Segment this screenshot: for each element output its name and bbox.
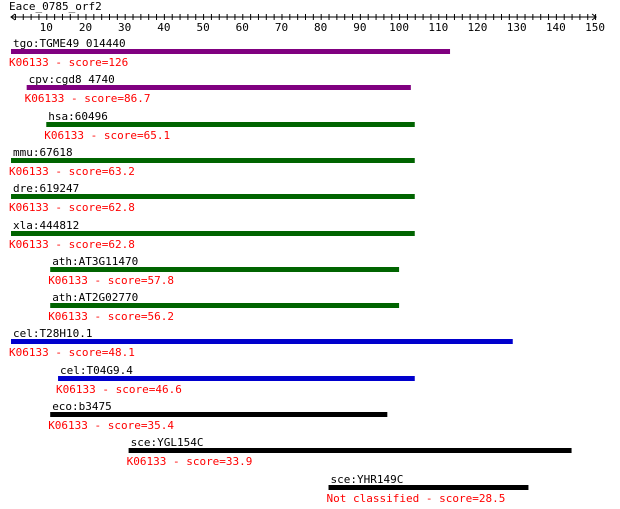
- query-title: Eace_0785_orf2: [9, 0, 102, 13]
- hit-bar[interactable]: [328, 485, 529, 490]
- hit-score: K06133 - score=126: [9, 56, 128, 69]
- hit-name[interactable]: cel:T28H10.1: [13, 327, 92, 340]
- hit-row[interactable]: mmu:67618 K06133 - score=63.2: [9, 146, 415, 178]
- hit-score: K06133 - score=35.4: [48, 419, 174, 432]
- hit-bar[interactable]: [11, 49, 451, 54]
- hit-row[interactable]: ath:AT2G02770 K06133 - score=56.2: [48, 291, 400, 323]
- hit-bar[interactable]: [50, 267, 400, 272]
- axis-tick-label: 30: [118, 21, 131, 34]
- hit-score: K06133 - score=46.6: [56, 383, 182, 396]
- hit-row[interactable]: dre:619247 K06133 - score=62.8: [9, 182, 415, 214]
- axis-tick-label: 20: [79, 21, 92, 34]
- hit-list: tgo:TGME49_014440 K06133 - score=126 cpv:c…: [9, 37, 572, 505]
- axis-tick-label: 90: [353, 21, 366, 34]
- hit-name[interactable]: sce:YGL154C: [131, 436, 204, 449]
- hit-name[interactable]: cpv:cgd8_4740: [29, 73, 115, 86]
- hit-row[interactable]: xla:444812 K06133 - score=62.8: [9, 219, 415, 251]
- hit-bar[interactable]: [50, 303, 400, 308]
- axis-tick-label: 120: [468, 21, 488, 34]
- hit-row[interactable]: cpv:cgd8_4740 K06133 - score=86.7: [25, 73, 411, 105]
- hit-name[interactable]: sce:YHR149C: [331, 473, 404, 486]
- hit-score: K06133 - score=62.8: [9, 238, 135, 251]
- hit-name[interactable]: xla:444812: [13, 219, 79, 232]
- axis-tick-label: 150: [585, 21, 605, 34]
- hit-score: Not classified - score=28.5: [327, 492, 506, 505]
- hit-score: K06133 - score=56.2: [48, 310, 174, 323]
- axis-tick-label: 140: [546, 21, 566, 34]
- hit-score: K06133 - score=86.7: [25, 92, 151, 105]
- axis-tick-label: 130: [507, 21, 527, 34]
- hit-name[interactable]: tgo:TGME49_014440: [13, 37, 126, 50]
- hit-name[interactable]: ath:AT2G02770: [52, 291, 138, 304]
- hit-row[interactable]: cel:T04G9.4 K06133 - score=46.6: [56, 364, 415, 396]
- hit-bar[interactable]: [26, 85, 411, 90]
- hit-name[interactable]: mmu:67618: [13, 146, 73, 159]
- axis-tick-label: 50: [196, 21, 209, 34]
- axis-start-arrow-icon: [10, 13, 16, 21]
- hit-row[interactable]: hsa:60496 K06133 - score=65.1: [44, 110, 415, 142]
- axis-tick-label: 80: [314, 21, 327, 34]
- hit-row[interactable]: sce:YHR149C Not classified - score=28.5: [327, 473, 529, 505]
- hit-bar[interactable]: [46, 122, 415, 127]
- hit-row[interactable]: cel:T28H10.1 K06133 - score=48.1: [9, 327, 513, 359]
- hit-row[interactable]: ath:AT3G11470 K06133 - score=57.8: [48, 255, 400, 287]
- hit-name[interactable]: eco:b3475: [52, 400, 112, 413]
- axis-tick-label: 110: [428, 21, 448, 34]
- hit-score: K06133 - score=65.1: [44, 129, 170, 142]
- hit-bar[interactable]: [11, 158, 415, 163]
- hit-bar[interactable]: [11, 231, 415, 236]
- hit-bar[interactable]: [50, 412, 388, 417]
- axis-tick-label: 60: [236, 21, 249, 34]
- hit-name[interactable]: hsa:60496: [48, 110, 108, 123]
- hit-score: K06133 - score=48.1: [9, 346, 135, 359]
- hit-name[interactable]: cel:T04G9.4: [60, 364, 133, 377]
- hit-bar[interactable]: [11, 339, 513, 344]
- hit-row[interactable]: sce:YGL154C K06133 - score=33.9: [127, 436, 572, 468]
- axis-tick-label: 40: [157, 21, 170, 34]
- hit-bar[interactable]: [11, 194, 415, 199]
- axis-tick-label: 10: [40, 21, 53, 34]
- axis-tick-label: 70: [275, 21, 288, 34]
- hit-row[interactable]: eco:b3475 K06133 - score=35.4: [48, 400, 388, 432]
- hit-bar[interactable]: [58, 376, 415, 381]
- hit-score: K06133 - score=62.8: [9, 201, 135, 214]
- hit-name[interactable]: ath:AT3G11470: [52, 255, 138, 268]
- hit-score: K06133 - score=57.8: [48, 274, 174, 287]
- hit-score: K06133 - score=33.9: [127, 455, 253, 468]
- position-axis: 10 20 30 40 50 60 70 80 90 100 110 120 130 140 150: [10, 13, 605, 34]
- hit-score: K06133 - score=63.2: [9, 165, 135, 178]
- axis-tick-label: 100: [389, 21, 409, 34]
- hit-name[interactable]: dre:619247: [13, 182, 79, 195]
- hit-row[interactable]: tgo:TGME49_014440 K06133 - score=126: [9, 37, 451, 69]
- hit-bar[interactable]: [128, 448, 572, 453]
